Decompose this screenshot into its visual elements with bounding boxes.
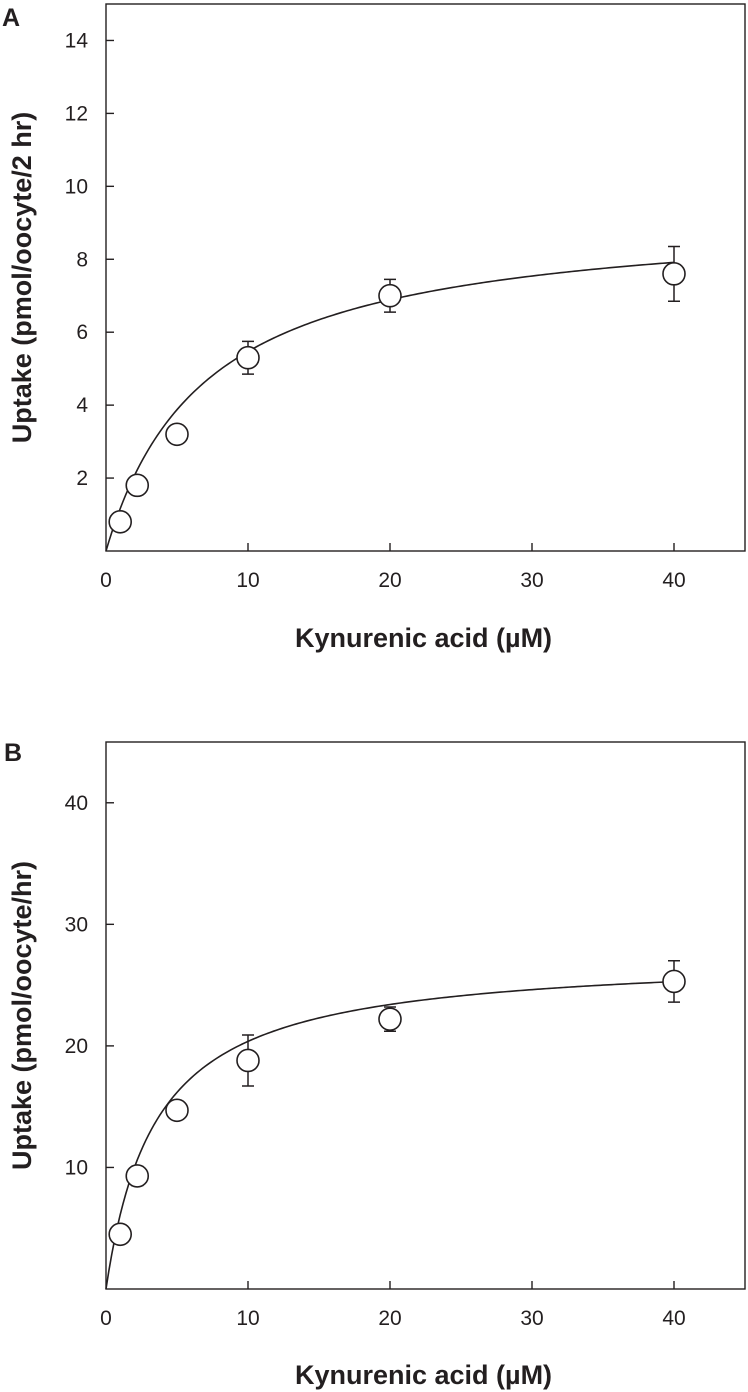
panel-b-label: B [4,739,22,767]
panel-a-label: A [2,4,20,32]
panel-b-x-axis-title: Kynurenic acid (µM) [295,1360,552,1390]
panel-b-data-point [108,1222,132,1247]
panel-b-y-tick-label: 20 [65,1035,88,1058]
panel-a-y-axis-title: Uptake (pmol/oocyte/2 hr) [7,112,37,444]
panel-b-data-point [125,1164,150,1188]
panel-b-y-axis-title: Uptake (pmol/oocyte/hr) [7,861,37,1170]
panel-b-data-point [165,1098,189,1123]
panel-b-x-tick-label: 20 [378,1307,401,1330]
panel-b-y-axis: 10 20 30 40 [65,792,114,1179]
panel-a-y-tick-label: 8 [76,248,88,271]
panel-a-x-tick-label: 0 [100,569,112,592]
panel-a-plot-frame [105,3,746,552]
panel-a-data-point [125,473,150,498]
panel-a-x-tick-label: 40 [662,569,685,592]
panel-b-y-tick-label: 30 [65,913,88,936]
panel-a-data-point [662,262,686,286]
panel-b-x-tick-label: 40 [662,1307,685,1330]
panel-a-x-tick-label: 30 [520,569,543,592]
panel-b-data-point [378,1007,402,1031]
panel-b-data-points [108,960,686,1247]
panel-a-y-tick-label: 10 [65,175,88,198]
panel-a-y-tick-label: 12 [65,102,88,125]
panel-a-x-tick-label: 20 [378,569,401,592]
panel-a-x-axis: 0 10 20 30 40 [100,543,686,592]
panel-b-plot-frame [105,741,746,1290]
panel-b: B 0 10 20 30 40 10 20 30 40 Kynurenic acid (µM)… [4,739,746,1390]
panel-a-data-point [165,422,189,447]
panel-a-y-tick-label: 6 [76,321,88,344]
panel-b-fit-curve [105,980,675,1290]
panel-a-y-tick-label: 4 [76,394,88,417]
panel-a: A 0 10 20 30 40 2 4 6 8 10 12 14 Kynurenic acid (µ… [2,3,746,653]
panel-b-y-tick-label: 40 [65,792,88,815]
panel-b-x-tick-label: 10 [236,1307,259,1330]
panel-b-data-point [236,1048,260,1073]
panel-b-x-axis: 0 10 20 30 40 [100,1281,686,1330]
panel-a-data-point [108,510,132,534]
panel-a-data-point [236,345,260,370]
panel-a-y-axis: 2 4 6 8 10 12 14 [65,29,114,490]
panel-b-x-tick-label: 30 [520,1307,543,1330]
panel-b-data-point [662,969,686,994]
panel-b-x-tick-label: 0 [100,1307,112,1330]
panel-a-data-points [108,245,686,534]
panel-a-data-point [378,283,402,308]
panel-b-y-tick-label: 10 [65,1156,88,1179]
panel-a-x-tick-label: 10 [236,569,259,592]
panel-a-y-tick-label: 2 [76,467,88,490]
panel-a-x-axis-title: Kynurenic acid (µM) [295,623,552,653]
panel-a-y-tick-label: 14 [65,29,89,52]
